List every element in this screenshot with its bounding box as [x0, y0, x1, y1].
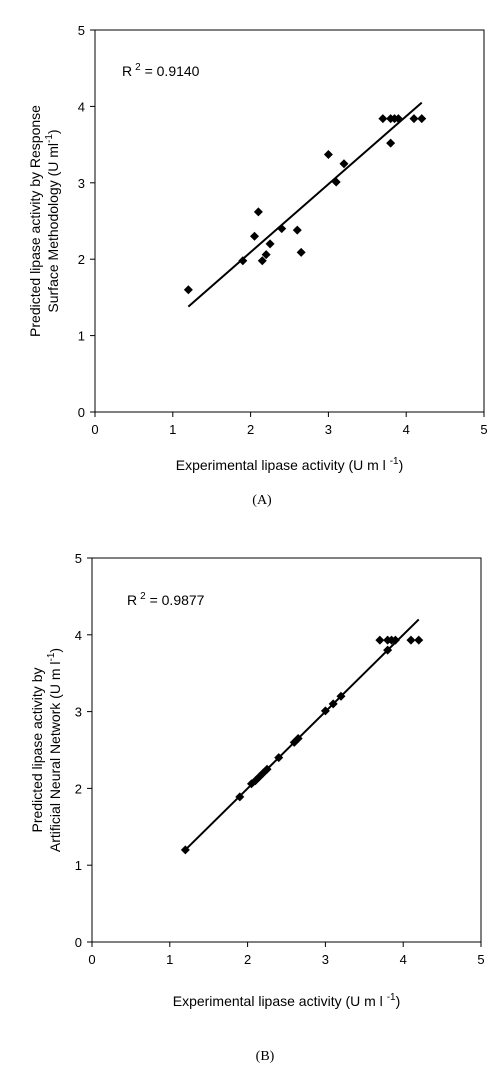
figure-caption-b: (B): [256, 1049, 275, 1064]
plot-area-frame: [91, 557, 482, 943]
data-point-diamond: [249, 231, 259, 241]
y-tick-label: 1: [78, 329, 85, 344]
data-point-diamond: [235, 792, 245, 802]
trend-line: [187, 101, 423, 308]
y-tick-label: 1: [75, 858, 82, 873]
y-tick-label: 5: [75, 551, 82, 566]
x-tick-label: 4: [400, 952, 407, 967]
data-point-diamond: [378, 114, 388, 124]
data-point-diamond: [277, 224, 287, 234]
y-tick-label: 5: [78, 23, 85, 38]
data-point-diamond: [417, 114, 427, 124]
data-point-diamond: [253, 207, 263, 217]
data-point-diamond: [274, 753, 284, 763]
y-tick-label: 0: [75, 935, 82, 950]
data-point-diamond: [328, 699, 338, 709]
r-squared-superscript: 2: [135, 62, 141, 73]
x-tick-label: 5: [477, 952, 484, 967]
data-point-diamond: [393, 114, 403, 124]
data-point-diamond: [323, 150, 333, 160]
x-tick-label: 0: [88, 952, 95, 967]
x-tick-label: 1: [169, 422, 176, 437]
y-tick-label: 3: [75, 705, 82, 720]
data-point-diamond: [238, 256, 248, 266]
data-point-diamond: [246, 779, 256, 789]
x-tick-label: 1: [166, 952, 173, 967]
r-squared-superscript: 2: [140, 591, 146, 602]
y-tick-label: 2: [78, 252, 85, 267]
y-axis-title-line: Predicted lipase activity by Response: [27, 105, 43, 337]
x-tick-label: 3: [325, 422, 332, 437]
x-tick-label: 5: [480, 422, 487, 437]
data-point-diamond: [296, 247, 306, 257]
data-point-diamond: [406, 635, 416, 645]
data-point-diamond: [292, 225, 302, 235]
figure-caption-a: (A): [252, 493, 272, 508]
data-point-diamond: [258, 768, 268, 778]
r-squared-value: = 0.9140: [141, 63, 200, 79]
data-point-diamond: [339, 159, 349, 169]
data-point-diamond: [331, 177, 341, 187]
data-point-diamond: [183, 285, 193, 295]
x-tick-label: 3: [322, 952, 329, 967]
x-tick-label: 0: [91, 422, 98, 437]
x-axis-title: Experimental lipase activity (U m l -1): [173, 992, 401, 1009]
data-point-diamond: [375, 635, 385, 645]
data-point-diamond: [414, 635, 424, 645]
data-point-diamond: [250, 776, 260, 786]
data-point-diamond: [180, 845, 190, 855]
y-tick-label: 2: [75, 781, 82, 796]
y-tick-label: 4: [75, 628, 82, 643]
data-point-diamond: [257, 256, 267, 266]
y-axis-title-line: Surface Methodology (U ml-1): [44, 129, 61, 312]
data-point-diamond: [409, 114, 419, 124]
y-tick-label: 4: [78, 99, 85, 114]
r-squared-label: R: [122, 63, 132, 79]
y-axis-title-line: Artificial Neural Network (U m l-1): [46, 648, 63, 852]
r-squared-label: R: [127, 592, 137, 608]
x-tick-label: 2: [244, 952, 251, 967]
data-point-diamond: [262, 764, 272, 774]
data-point-diamond: [293, 733, 303, 743]
data-point-diamond: [336, 691, 346, 701]
x-axis-title: Experimental lipase activity (U m l -1): [176, 456, 404, 473]
y-tick-label: 0: [78, 405, 85, 420]
data-point-diamond: [265, 239, 275, 249]
data-point-diamond: [320, 706, 330, 716]
data-point-diamond: [386, 138, 396, 148]
x-tick-label: 4: [403, 422, 410, 437]
trend-line: [184, 618, 420, 851]
y-tick-label: 3: [78, 176, 85, 191]
data-point-diamond: [383, 645, 393, 655]
data-point-diamond: [390, 635, 400, 645]
r-squared-value: = 0.9877: [146, 592, 205, 608]
data-point-diamond: [261, 250, 271, 260]
plot-area-frame: [94, 29, 485, 413]
x-tick-label: 2: [247, 422, 254, 437]
y-axis-title-line: Predicted lipase activity by: [29, 668, 45, 833]
